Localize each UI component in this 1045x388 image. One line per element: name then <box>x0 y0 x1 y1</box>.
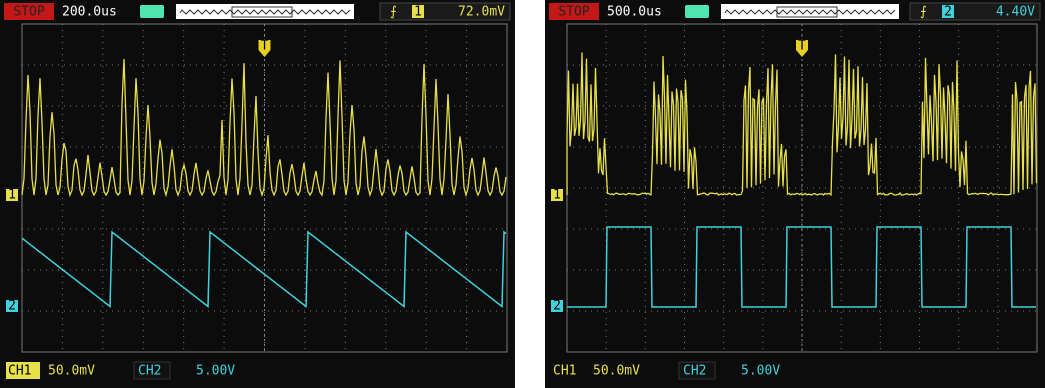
trigger-level: 72.0mV <box>458 5 505 20</box>
ch2-marker: 2 <box>8 299 16 314</box>
ch1-marker: 1 <box>553 188 561 203</box>
ch2-label: CH2 <box>138 364 161 379</box>
timebase: 200.0us <box>62 5 117 20</box>
battery <box>140 5 164 18</box>
ch1-label: CH1 <box>8 364 31 379</box>
trigger-marker: T <box>798 39 806 54</box>
trigger-channel: 1 <box>414 5 422 20</box>
scope-screen: STOP 200.0us ⨍ 1 72.0mV T 1 2 CH1 50.0mV CH2 5.00V <box>0 0 515 388</box>
trigger-channel: 2 <box>944 5 952 20</box>
ch1-scale: 50.0mV <box>593 364 640 379</box>
status: STOP <box>558 5 589 20</box>
screen-bg <box>0 0 515 388</box>
trigger-edge: ⨍ <box>920 5 927 20</box>
trigger-edge: ⨍ <box>390 5 397 20</box>
trigger-marker: T <box>261 39 269 54</box>
ch2-label: CH2 <box>683 364 706 379</box>
trigger-level: 4.40V <box>996 5 1035 20</box>
battery <box>685 5 709 18</box>
scope-screen: STOP 500.0us ⨍ 2 4.40V T 1 2 CH1 50.0mV CH2 5.00V <box>545 0 1045 388</box>
ch1-label: CH1 <box>553 364 576 379</box>
ch2-scale: 5.00V <box>741 364 780 379</box>
ch1-scale: 50.0mV <box>48 364 95 379</box>
ch2-marker: 2 <box>553 299 561 314</box>
status: STOP <box>13 5 44 20</box>
oscilloscope-screenshots: STOP200.0us⨍172.0mVT12CH150.0mVCH25.00VS… <box>0 0 1045 388</box>
ch2-scale: 5.00V <box>196 364 235 379</box>
ch1-marker: 1 <box>8 188 16 203</box>
timebase: 500.0us <box>607 5 662 20</box>
